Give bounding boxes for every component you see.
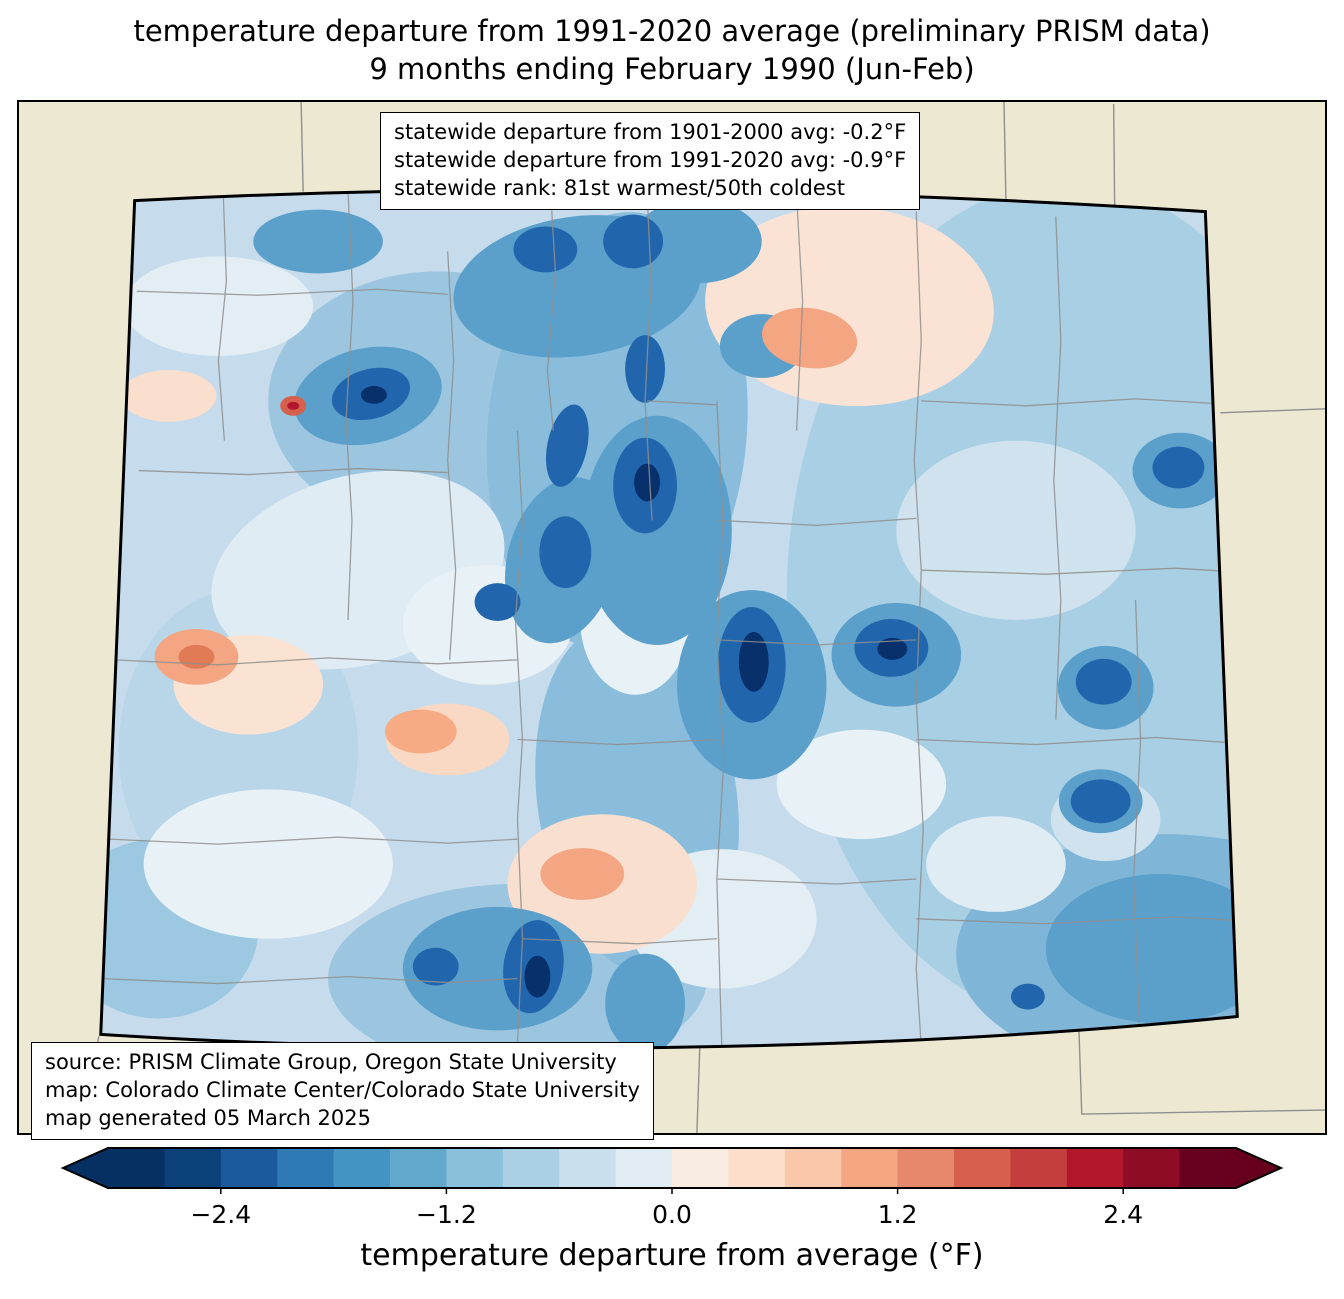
title-line-2: 9 months ending February 1990 (Jun-Feb)	[369, 52, 975, 87]
colorado-map	[19, 102, 1325, 1133]
source-box: source: PRISM Climate Group, Oregon Stat…	[31, 1042, 654, 1140]
stats-box: statewide departure from 1901-2000 avg: …	[380, 112, 921, 210]
source-line-3: map generated 05 March 2025	[45, 1105, 372, 1130]
stats-line-1: statewide departure from 1901-2000 avg: …	[394, 120, 907, 144]
stats-line-3: statewide rank: 81st warmest/50th coldes…	[394, 175, 845, 200]
title-line-1: temperature departure from 1991-2020 ave…	[133, 14, 1211, 48]
colorbar-tick-label: 0.0	[652, 1200, 692, 1229]
colorbar-tick-labels: −2.4 −1.2 0.0 1.2 2.4	[0, 1200, 1344, 1232]
colorbar-tick-label: 1.2	[877, 1200, 918, 1229]
temperature-contours	[100, 189, 1238, 1049]
source-line-2: map: Colorado Climate Center/Colorado St…	[45, 1077, 640, 1102]
colorbar-tick-label: −2.4	[190, 1200, 252, 1229]
source-line-1: source: PRISM Climate Group, Oregon Stat…	[45, 1050, 617, 1074]
colorbar-tick-label: 2.4	[1103, 1200, 1144, 1229]
stats-line-2: statewide departure from 1991-2020 avg: …	[394, 147, 907, 172]
county-boundaries	[100, 189, 1238, 1049]
colorbar-tick-label: −1.2	[416, 1200, 477, 1229]
figure-title: temperature departure from 1991-2020 ave…	[0, 12, 1344, 89]
colorbar-axis-label: temperature departure from average (°F)	[360, 1238, 984, 1273]
colorbar	[60, 1147, 1284, 1194]
map-frame	[17, 100, 1327, 1135]
